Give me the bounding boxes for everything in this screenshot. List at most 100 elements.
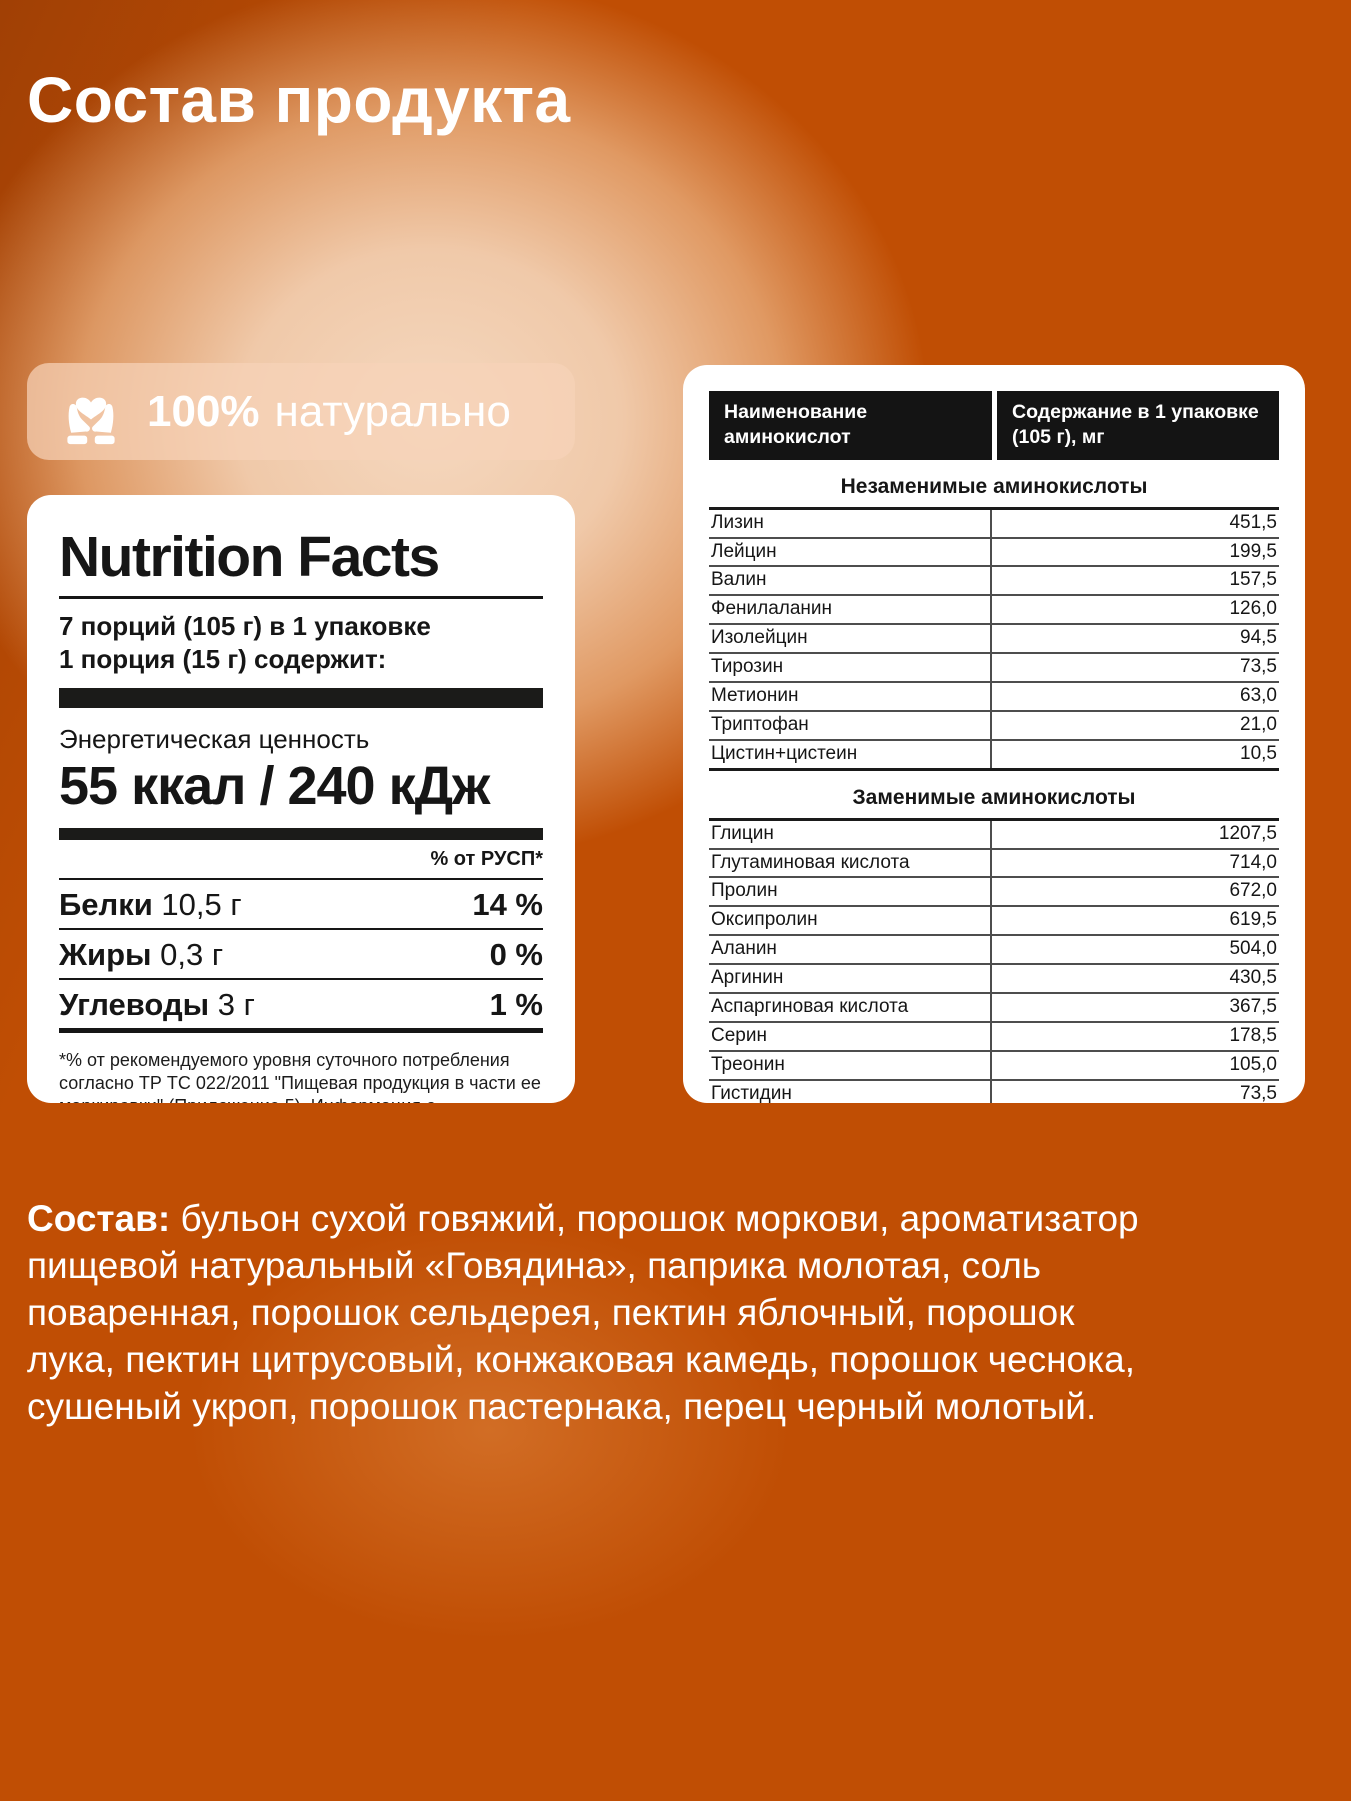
amino-name: Аланин [709, 936, 992, 964]
amino-value: 367,5 [1229, 996, 1277, 1018]
amino-acids-card: Наименование аминокислот Содержание в 1 … [683, 365, 1305, 1103]
rusp-column-header: % от РУСП* [59, 848, 543, 880]
amino-name: Глицин [709, 820, 992, 848]
amino-value: 714,0 [1229, 851, 1277, 873]
nutrient-name-amount: Белки 10,5 г [59, 887, 242, 923]
amino-value: 10,5 [1240, 742, 1277, 764]
nutrient-name: Белки [59, 886, 153, 922]
nonessential-amino-rows: Глицин 1207,5 Глутаминовая кислота 714,0… [709, 817, 1279, 1103]
composition-label: Состав: [27, 1198, 171, 1239]
amino-row: Цистин+цистеин 10,5 [709, 738, 1279, 768]
amino-value: 178,5 [1229, 1024, 1277, 1046]
energy-label: Энергетическая ценность [59, 724, 370, 754]
amino-name: Цистин+цистеин [709, 740, 992, 768]
hands-heart-icon [57, 378, 125, 446]
essential-amino-section-title: Незаменимые аминокислоты [840, 474, 1148, 498]
amino-row: Аланин 504,0 [709, 934, 1279, 964]
amino-value: 199,5 [1229, 540, 1277, 562]
amino-name: Тирозин [709, 654, 992, 682]
amino-name: Лейцин [709, 538, 992, 566]
servings-info: 7 порций (105 г) в 1 упаковке 1 порция (… [59, 610, 543, 675]
badge-label: натурально [274, 386, 511, 436]
amino-value: 672,0 [1229, 880, 1277, 902]
nutrient-percent: 1 % [489, 986, 543, 1022]
amino-row: Валин 157,5 [709, 565, 1279, 595]
amino-row: Тирозин 73,5 [709, 652, 1279, 682]
nutrient-rows: Белки 10,5 г 14 % Жиры 0,3 г 0 % Углевод… [59, 880, 543, 1033]
amino-name: Валин [709, 567, 992, 595]
amino-row: Оксипролин 619,5 [709, 905, 1279, 935]
thick-divider-bar [59, 688, 543, 708]
amino-content-column-header: Содержание в 1 упаковке (105 г), мг [997, 391, 1279, 460]
amino-row: Фенилаланин 126,0 [709, 594, 1279, 624]
amino-row: Гистидин 73,5 [709, 1078, 1279, 1103]
natural-badge: 100% натурально [27, 363, 575, 460]
nutrient-row: Углеводы 3 г 1 % [59, 980, 543, 1033]
amino-value: 73,5 [1240, 1082, 1277, 1103]
amino-value: 451,5 [1229, 511, 1277, 533]
amino-value: 157,5 [1229, 569, 1277, 591]
amino-name: Глутаминовая кислота [709, 849, 992, 877]
amino-row: Треонин 105,0 [709, 1049, 1279, 1079]
amino-name: Треонин [709, 1051, 992, 1079]
amino-name: Аргинин [709, 965, 992, 993]
amino-name: Изолейцин [709, 625, 992, 653]
nutrient-percent: 14 % [472, 886, 543, 922]
nutrition-facts-card: Nutrition Facts 7 порций (105 г) в 1 упа… [27, 495, 575, 1103]
amino-row: Аргинин 430,5 [709, 963, 1279, 993]
composition-text: бульон сухой говяжий, порошок моркови, а… [27, 1198, 1139, 1427]
badge-percent: 100% [147, 386, 260, 436]
page-title: Состав продукта [27, 64, 571, 136]
essential-amino-rows: Лизин 451,5 Лейцин 199,5 Валин 157,5 Фен… [709, 506, 1279, 771]
title-divider [59, 596, 543, 599]
energy-value: 55 ккал / 240 кДж [59, 756, 490, 816]
amino-value: 1207,5 [1218, 822, 1277, 844]
nutrient-percent: 0 % [489, 936, 543, 972]
nutrient-amount: 0,3 г [160, 936, 224, 972]
amino-name: Лизин [709, 509, 992, 537]
amino-name: Гистидин [709, 1080, 992, 1103]
amino-name: Аспаргиновая кислота [709, 994, 992, 1021]
servings-line-2: 1 порция (15 г) содержит: [59, 643, 387, 674]
nonessential-amino-section-title: Заменимые аминокислоты [852, 785, 1136, 809]
amino-row: Метионин 63,0 [709, 681, 1279, 710]
amino-row: Серин 178,5 [709, 1020, 1279, 1050]
amino-value: 619,5 [1229, 909, 1277, 931]
amino-name: Триптофан [709, 711, 992, 739]
amino-name: Пролин [709, 878, 992, 906]
nutrient-name: Углеводы [59, 986, 210, 1022]
nutrient-name-amount: Углеводы 3 г [59, 987, 255, 1023]
amino-name: Оксипролин [709, 907, 992, 935]
amino-row: Лизин 451,5 [709, 509, 1279, 537]
rusp-footnote: *% от рекомендуемого уровня суточного по… [59, 1049, 541, 1103]
amino-row: Пролин 672,0 [709, 876, 1279, 906]
nutrient-row: Жиры 0,3 г 0 % [59, 930, 543, 980]
amino-value: 63,0 [1240, 685, 1277, 707]
amino-row: Триптофан 21,0 [709, 709, 1279, 739]
nutrient-amount: 10,5 г [161, 886, 242, 922]
amino-value: 126,0 [1229, 598, 1277, 620]
amino-row: Изолейцин 94,5 [709, 623, 1279, 653]
amino-name: Серин [709, 1022, 992, 1050]
amino-name-column-header: Наименование аминокислот [709, 391, 992, 460]
nutrient-name: Жиры [59, 936, 152, 972]
amino-row: Лейцин 199,5 [709, 536, 1279, 566]
servings-line-1: 7 порций (105 г) в 1 упаковке [59, 611, 431, 641]
amino-row: Аспаргиновая кислота 367,5 [709, 992, 1279, 1021]
nutrient-name-amount: Жиры 0,3 г [59, 937, 223, 973]
amino-table-header: Наименование аминокислот Содержание в 1 … [709, 391, 1279, 460]
amino-name: Метионин [709, 683, 992, 710]
amino-value: 504,0 [1229, 938, 1277, 960]
nutrient-row: Белки 10,5 г 14 % [59, 880, 543, 930]
nutrition-facts-title: Nutrition Facts [59, 525, 440, 589]
nutrient-amount: 3 г [217, 986, 255, 1022]
medium-divider-bar [59, 827, 543, 840]
amino-value: 94,5 [1240, 627, 1277, 649]
amino-value: 430,5 [1229, 967, 1277, 989]
amino-value: 73,5 [1240, 656, 1277, 678]
amino-value: 21,0 [1240, 713, 1277, 735]
amino-name: Фенилаланин [709, 596, 992, 624]
amino-row: Глицин 1207,5 [709, 820, 1279, 848]
composition-paragraph: Состав: бульон сухой говяжий, порошок мо… [27, 1196, 1147, 1431]
